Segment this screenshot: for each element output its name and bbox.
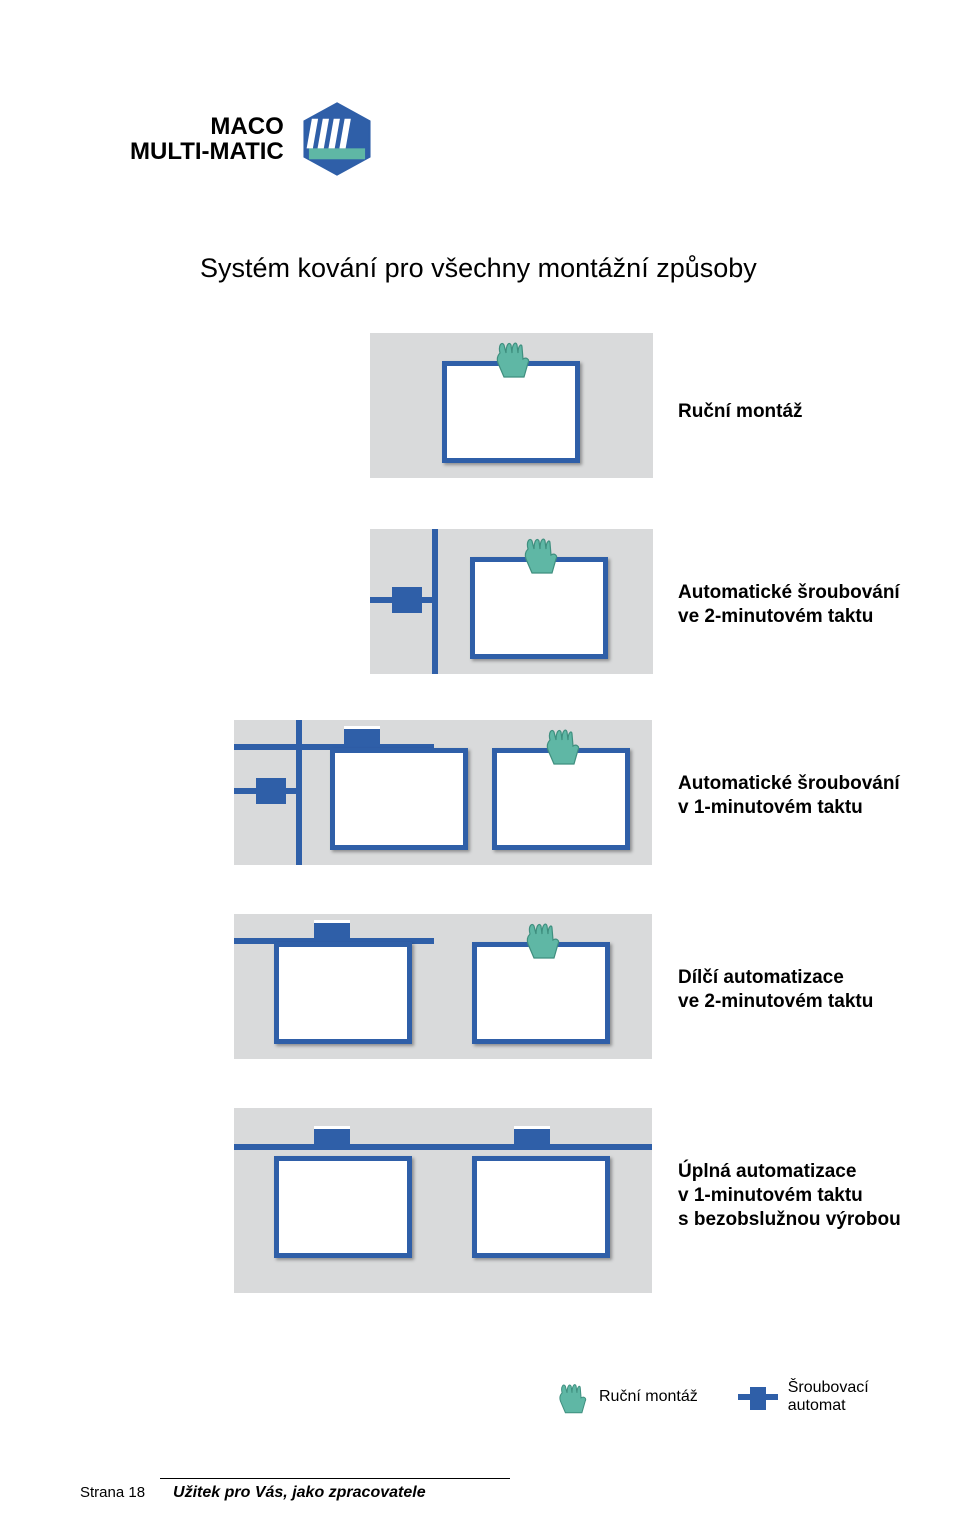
legend: Ruční montáž Šroubovací automat [555, 1378, 869, 1416]
brand-header: MACO MULTI-MATIC [130, 100, 376, 178]
page-number: Strana 18 [80, 1484, 145, 1501]
window-icon [330, 748, 468, 850]
machine-legend-icon [738, 1380, 778, 1414]
machine-head-icon [314, 920, 350, 942]
legend-hand-label: Ruční montáž [599, 1388, 698, 1406]
machine-head-icon [344, 726, 380, 748]
panel-label: Dílčí automatizace ve 2-minutovém taktu [678, 966, 873, 1014]
brand-line2: MULTI-MATIC [130, 139, 284, 164]
panel-manual [370, 333, 653, 478]
panel-partial-auto [234, 914, 652, 1059]
panel-label: Ruční montáž [678, 400, 803, 424]
panel-auto-2min [370, 529, 653, 674]
machine-block-icon [256, 778, 286, 804]
hand-icon [520, 531, 560, 577]
rail-h [234, 1144, 652, 1150]
panel-label: Automatické šroubování ve 2-minutovém ta… [678, 581, 900, 629]
hand-icon [555, 1378, 589, 1416]
window-icon [472, 1156, 610, 1258]
legend-automat-label: Šroubovací automat [788, 1379, 869, 1414]
hand-icon [542, 722, 582, 768]
panel-label: Automatické šroubování v 1-minutovém tak… [678, 772, 900, 820]
footer-slogan: Užitek pro Vás, jako zpracovatele [173, 1484, 426, 1502]
hand-icon [492, 335, 532, 381]
legend-hand: Ruční montáž [555, 1378, 698, 1416]
legend-automat-l1: Šroubovací [788, 1379, 869, 1396]
legend-automat: Šroubovací automat [738, 1379, 869, 1414]
page-title: Systém kování pro všechny montážní způso… [200, 253, 757, 284]
brand-text: MACO MULTI-MATIC [130, 114, 284, 164]
machine-head-icon [314, 1126, 350, 1148]
window-icon [274, 942, 412, 1044]
footer: Strana 18 Užitek pro Vás, jako zpracovat… [80, 1484, 426, 1502]
machine-head-icon [514, 1126, 550, 1148]
window-icon [274, 1156, 412, 1258]
hand-icon [522, 916, 562, 962]
panel-full-auto [234, 1108, 652, 1293]
panel-auto-1min [234, 720, 652, 865]
brand-line1: MACO [130, 114, 284, 139]
legend-automat-l2: automat [788, 1397, 846, 1414]
maco-logo-icon [298, 100, 376, 178]
footer-rule [160, 1478, 510, 1479]
panel-label: Úplná automatizace v 1-minutovém taktu s… [678, 1160, 901, 1231]
machine-block-icon [392, 587, 422, 613]
